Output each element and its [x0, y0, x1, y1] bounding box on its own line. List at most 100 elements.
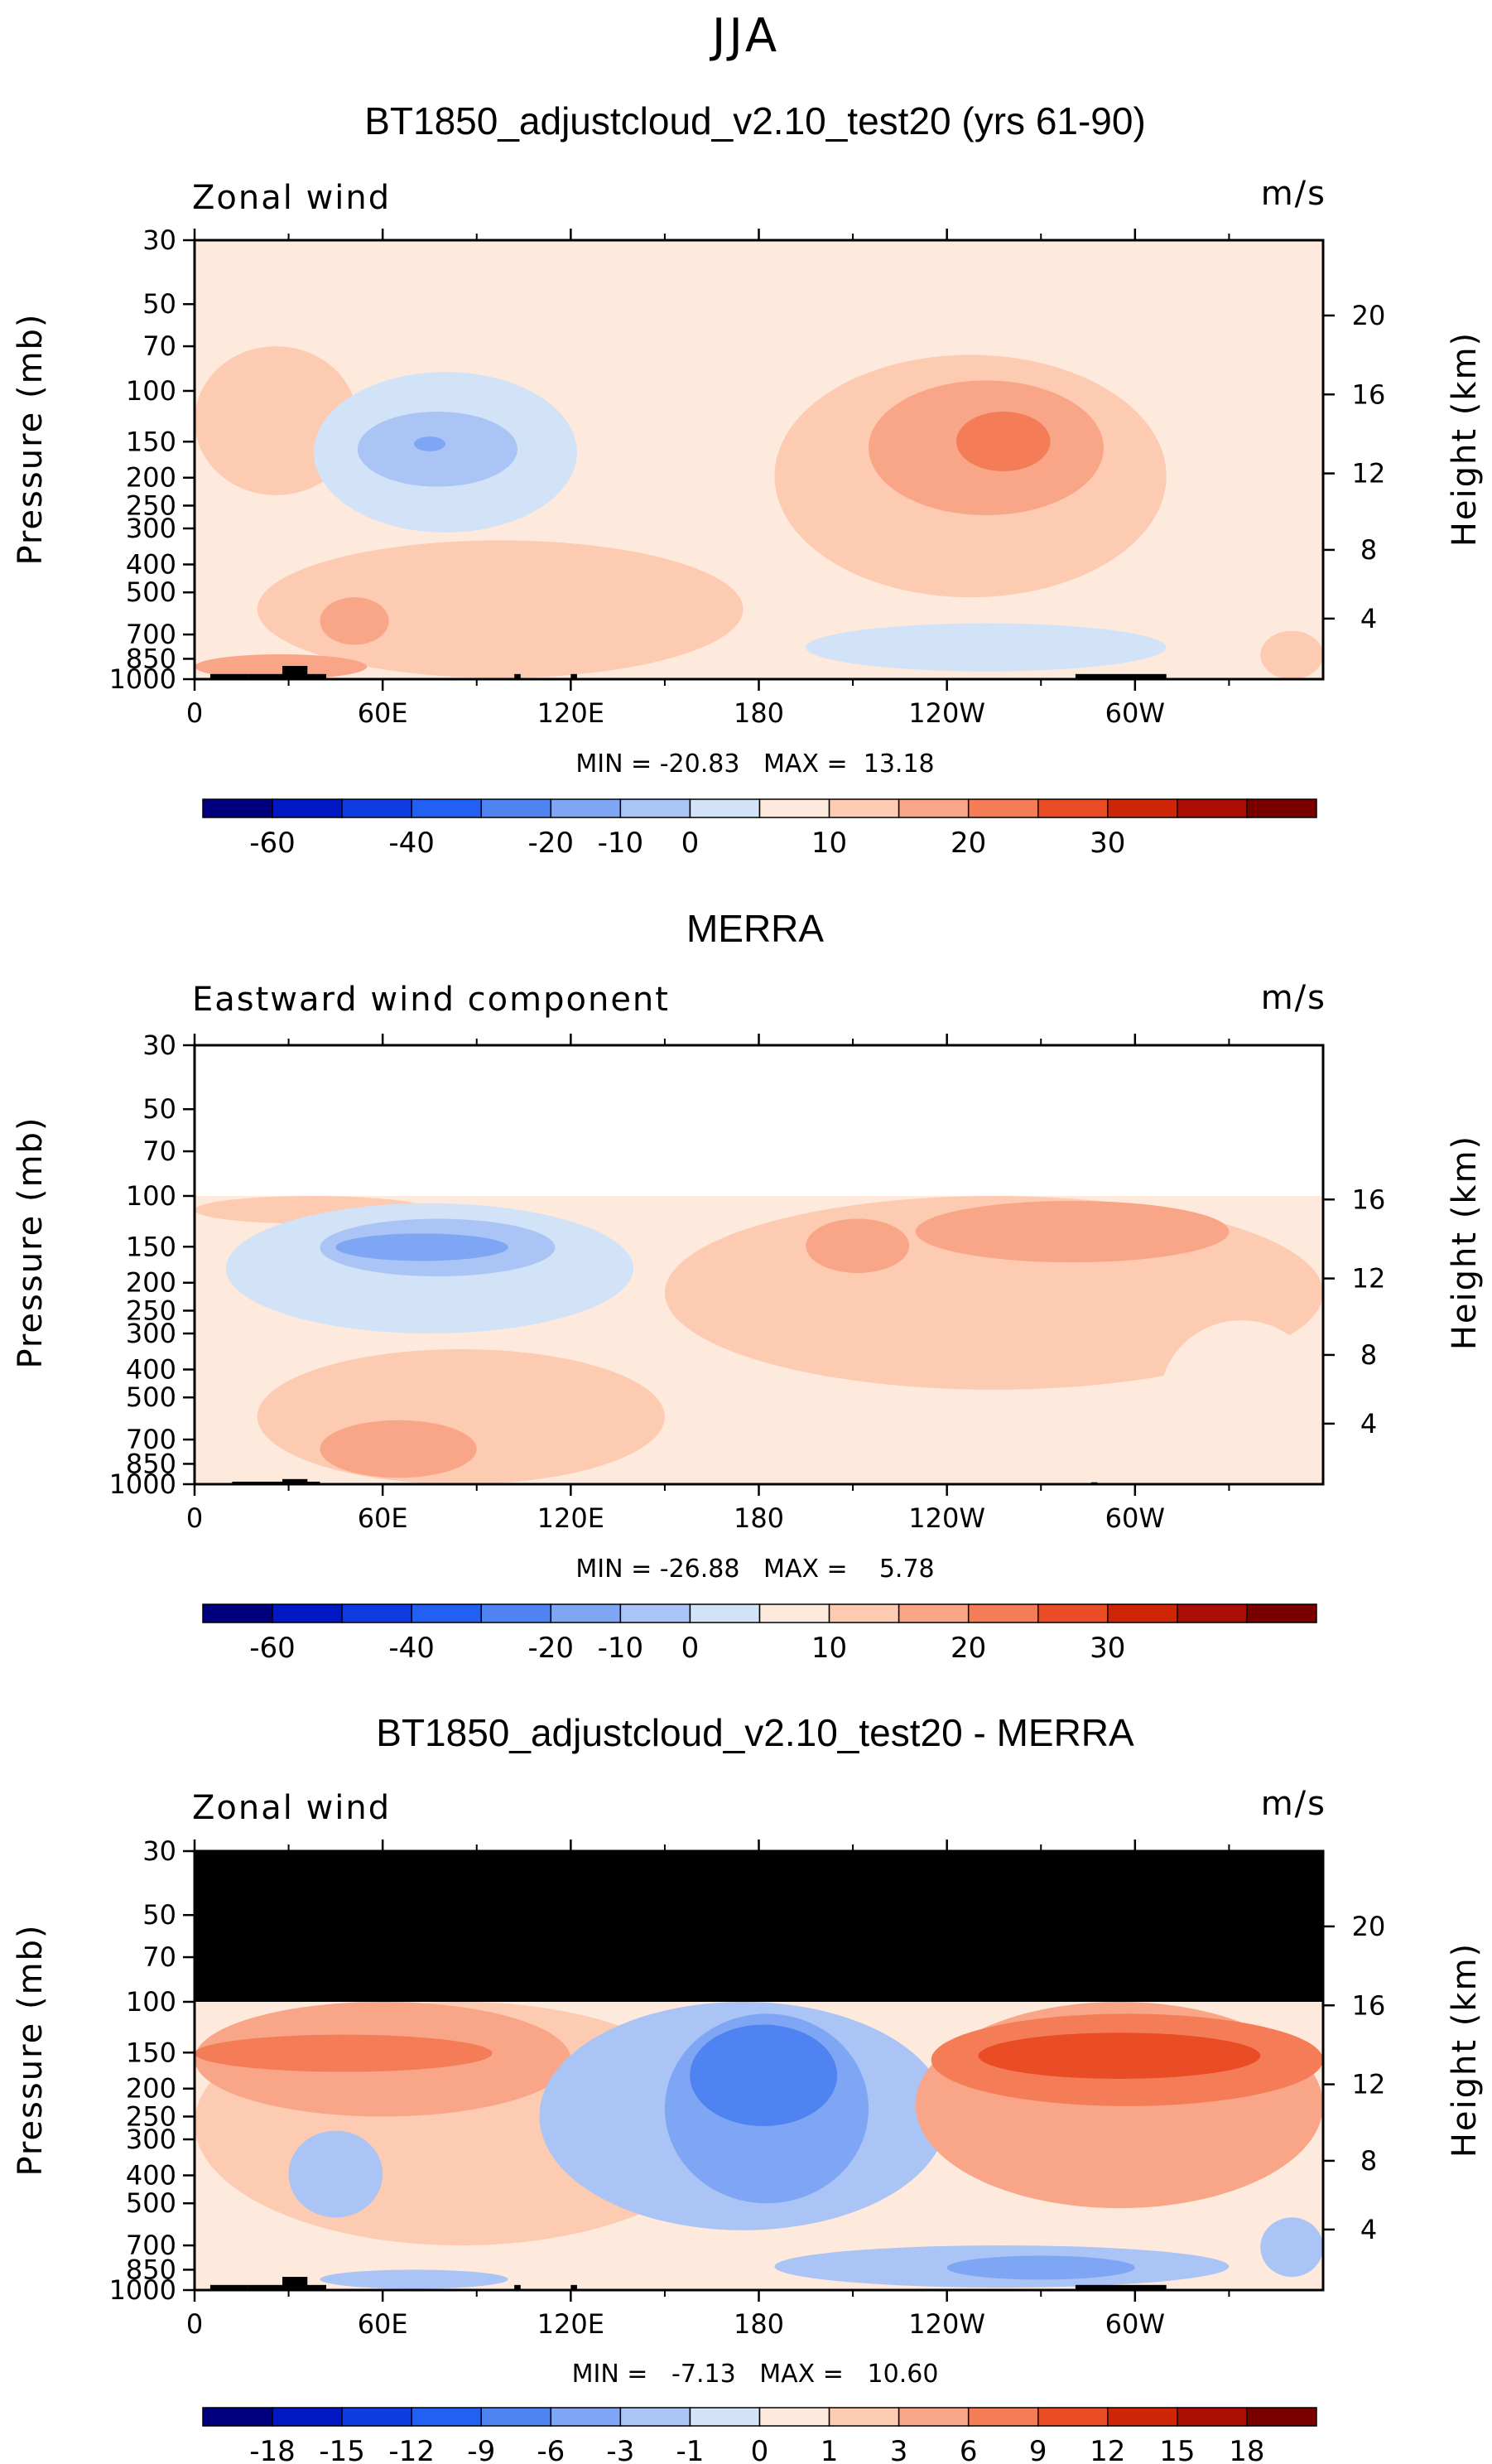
y-tick-label: 1000 [109, 2274, 176, 2306]
contour-region [195, 654, 368, 679]
y-right-tick-label: 12 [1352, 2069, 1386, 2100]
topography-block [232, 1481, 320, 1484]
colorbar-swatch [689, 1603, 761, 1623]
contour-region [320, 597, 389, 645]
colorbar-swatch [202, 1603, 273, 1623]
colorbar-swatch [967, 798, 1039, 818]
y-right-tick-label: 12 [1352, 1263, 1386, 1295]
colorbar-swatch [550, 798, 622, 818]
y-right-tick-label: 4 [1360, 1408, 1377, 1439]
colorbar-swatch [1107, 1603, 1178, 1623]
colorbar-label: -20 [528, 1632, 575, 1665]
colorbar-swatch [480, 2407, 552, 2427]
colorbar-label: -12 [388, 2435, 435, 2464]
colorbar-swatch [1246, 1603, 1317, 1623]
colorbar-swatch [1177, 2407, 1248, 2427]
contour-region [195, 2034, 493, 2072]
colorbar-swatch [1037, 1603, 1109, 1623]
colorbar-swatch [619, 1603, 691, 1623]
colorbar-swatch [828, 1603, 900, 1623]
colorbar-swatch [272, 1603, 343, 1623]
contour-region [1260, 2217, 1323, 2278]
colorbar-swatch [619, 2407, 691, 2427]
y-tick-label: 850 [126, 2254, 176, 2285]
colorbar-label: -20 [528, 827, 575, 860]
panel-merra-eastward-wind: MERRA Eastward wind component m/s Pressu… [12, 907, 1484, 1665]
colorbar-label: 1 [821, 2435, 839, 2464]
contour-region [806, 1218, 910, 1273]
panel-title: BT1850_adjustcloud_v2.10_test20 - MERRA [376, 1711, 1134, 1754]
y-tick-label: 150 [126, 426, 176, 457]
units-label: m/s [1261, 175, 1326, 213]
colorbar-swatch [480, 1603, 552, 1623]
left-label: Eastward wind component [192, 981, 670, 1019]
colorbar-swatch [1177, 798, 1248, 818]
colorbar-label: 0 [751, 2435, 769, 2464]
colorbar-swatch [758, 2407, 830, 2427]
panel-title: BT1850_adjustcloud_v2.10_test20 (yrs 61-… [364, 99, 1146, 142]
y-tick-label: 250 [126, 2100, 176, 2132]
y-right-axis-label: Height (km) [1446, 1942, 1484, 2158]
y-tick-label: 200 [126, 2073, 176, 2105]
y-tick-label: 70 [142, 330, 176, 362]
colorbar-label: 10 [811, 1632, 847, 1665]
units-label: m/s [1261, 1785, 1326, 1823]
y-tick-label: 700 [126, 2230, 176, 2261]
y-right-tick-label: 4 [1360, 603, 1377, 634]
y-tick-label: 30 [142, 1835, 176, 1867]
y-tick-label: 200 [126, 1267, 176, 1299]
colorbar-swatch [1037, 2407, 1109, 2427]
colorbar-swatch [898, 2407, 970, 2427]
y-tick-label: 300 [126, 2124, 176, 2155]
x-tick-label: 120W [908, 1502, 985, 1534]
contour-region [806, 623, 1167, 672]
y-right-tick-label: 4 [1360, 2214, 1377, 2245]
colorbar-swatch [1177, 1603, 1248, 1623]
contour-region [690, 2024, 838, 2127]
min-max-label: MIN = -7.13 MAX = 10.60 [572, 2360, 939, 2389]
y-right-tick-label: 16 [1352, 1989, 1386, 2021]
y-tick-label: 500 [126, 2187, 176, 2219]
y-tick-label: 50 [142, 1093, 176, 1125]
colorbar-swatch [898, 1603, 970, 1623]
topography-block [570, 673, 577, 679]
colorbar-swatch [1246, 798, 1317, 818]
topography-block [1075, 673, 1167, 679]
y-tick-label: 200 [126, 462, 176, 494]
panel-difference: BT1850_adjustcloud_v2.10_test20 - MERRA … [12, 1711, 1484, 2464]
colorbar-swatch [898, 798, 970, 818]
colorbar-swatch [202, 2407, 273, 2427]
units-label: m/s [1261, 979, 1326, 1017]
colorbar-swatch [1107, 798, 1178, 818]
contour-region [1260, 630, 1323, 679]
colorbar-swatch [341, 798, 412, 818]
colorbar-label: 18 [1229, 2435, 1264, 2464]
colorbar-label: -60 [249, 827, 296, 860]
y-tick-label: 300 [126, 513, 176, 544]
colorbar-label: -60 [249, 1632, 296, 1665]
y-axis-label: Pressure (mb) [12, 1923, 50, 2176]
y-tick-label: 100 [126, 1986, 176, 2018]
y-right-tick-label: 20 [1352, 300, 1386, 331]
left-label: Zonal wind [192, 1789, 391, 1827]
contour-field [195, 1851, 1323, 2290]
colorbar-label: 30 [1090, 1632, 1125, 1665]
colorbar-swatch [550, 1603, 622, 1623]
y-tick-label: 500 [126, 1381, 176, 1413]
y-tick-label: 700 [126, 619, 176, 650]
left-label: Zonal wind [192, 179, 391, 217]
colorbar-swatch [1037, 798, 1109, 818]
x-tick-label: 60W [1105, 697, 1165, 729]
y-right-tick-label: 16 [1352, 1184, 1386, 1215]
contour-region [320, 2269, 508, 2289]
y-tick-label: 1000 [109, 663, 176, 695]
y-tick-label: 70 [142, 1941, 176, 1973]
y-tick-label: 500 [126, 576, 176, 608]
colorbar-label: 12 [1090, 2435, 1125, 2464]
missing-data-mask [195, 1045, 1323, 1196]
y-tick-label: 150 [126, 1231, 176, 1262]
panel-title: MERRA [686, 907, 824, 950]
y-right-tick-label: 8 [1360, 534, 1377, 566]
